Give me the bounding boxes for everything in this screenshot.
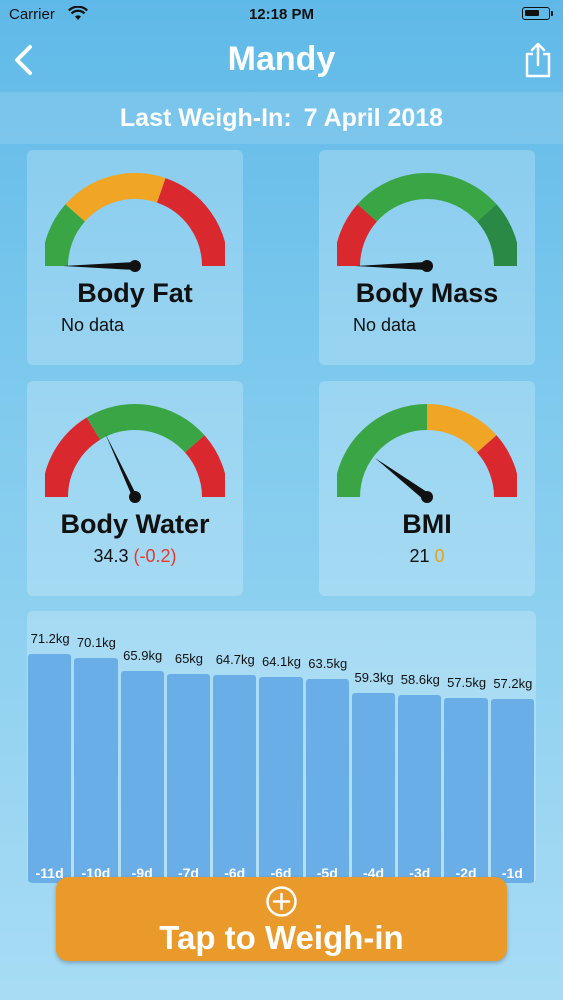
body-water-value: 34.3 bbox=[93, 546, 129, 566]
chart-value-label: 57.2kg bbox=[493, 676, 533, 692]
chart-bar bbox=[28, 654, 72, 883]
body-water-change: (-0.2) bbox=[133, 546, 177, 566]
nav-bar: Mandy bbox=[0, 30, 563, 92]
body-water-value-row: 34.3 (-0.2) bbox=[27, 546, 243, 567]
weigh-in-button[interactable]: Tap to Weigh-in bbox=[56, 877, 507, 961]
chart-bar bbox=[74, 657, 118, 883]
chart-bar bbox=[259, 677, 303, 883]
chart-category-label: -1d bbox=[501, 865, 523, 881]
body-water-gauge bbox=[45, 403, 225, 503]
chart-value-label: 65.9kg bbox=[123, 648, 163, 664]
bmi-label: BMI bbox=[402, 509, 452, 539]
weigh-in-button-label: Tap to Weigh-in bbox=[159, 919, 404, 956]
carrier-label: Carrier bbox=[9, 6, 55, 23]
body-water-needle bbox=[105, 433, 139, 500]
bmi-value: 21 bbox=[409, 546, 430, 566]
chart-value-label: 64.1kg bbox=[261, 654, 302, 670]
page-title: Mandy bbox=[227, 40, 336, 78]
bmi-change: 0 bbox=[434, 546, 445, 566]
body-fat-value: No data bbox=[61, 315, 125, 335]
bmi-needle bbox=[375, 458, 430, 500]
last-weigh-in-label: Last Weigh-In: bbox=[119, 104, 292, 132]
body-fat-needle bbox=[63, 262, 135, 270]
body-mass-gauge bbox=[337, 173, 517, 272]
body-mass-needle bbox=[355, 262, 427, 270]
chart-value-label: 59.3kg bbox=[354, 669, 394, 685]
last-weigh-in-date: 7 April 2018 bbox=[303, 104, 444, 132]
body-water-label: Body Water bbox=[60, 509, 210, 539]
chart-category-label: -11d bbox=[35, 865, 64, 881]
bmi-gauge bbox=[337, 404, 517, 503]
chart-bar bbox=[398, 694, 442, 883]
chart-value-label: 58.6kg bbox=[400, 671, 440, 687]
back-chevron-icon[interactable] bbox=[8, 42, 42, 78]
chart-bar bbox=[490, 699, 534, 883]
clock: 12:18 PM bbox=[248, 6, 315, 23]
chart-bar bbox=[351, 692, 396, 883]
chart-value-label: 64.7kg bbox=[215, 652, 255, 668]
body-mass-label: Body Mass bbox=[355, 278, 499, 308]
weight-history-chart: 71.2kg -11d 70.1kg -10d 65.9kg -9d 65kg -7d 64.7… bbox=[27, 611, 536, 883]
chart-bar bbox=[305, 679, 349, 883]
chart-value-label: 71.2kg bbox=[30, 631, 70, 647]
battery-icon bbox=[522, 7, 553, 20]
chart-value-label: 57.5kg bbox=[447, 675, 487, 691]
body-fat-card[interactable]: Body Fat No data bbox=[27, 150, 243, 365]
status-bar: Carrier 12:18 PM bbox=[0, 0, 563, 30]
chart-bar bbox=[213, 675, 257, 883]
body-fat-gauge bbox=[45, 173, 225, 272]
body-water-card[interactable]: Body Water 34.3 (-0.2) bbox=[27, 381, 243, 596]
chart-bar bbox=[166, 674, 211, 883]
last-weigh-in-banner: Last Weigh-In: 7 April 2018 bbox=[0, 92, 563, 144]
bmi-value-row: 21 0 bbox=[319, 546, 535, 567]
chart-bar bbox=[120, 671, 164, 883]
body-fat-label: Body Fat bbox=[77, 278, 193, 308]
chart-value-label: 63.5kg bbox=[308, 656, 348, 672]
plus-circle-icon bbox=[266, 886, 297, 917]
chart-value-label: 65kg bbox=[174, 651, 204, 667]
wifi-icon bbox=[68, 6, 88, 20]
chart-value-label: 70.1kg bbox=[76, 634, 116, 650]
chart-bar bbox=[444, 698, 488, 883]
share-icon[interactable] bbox=[521, 40, 555, 80]
body-mass-value: No data bbox=[353, 315, 417, 335]
bmi-card[interactable]: BMI 21 0 bbox=[319, 381, 535, 596]
body-mass-card[interactable]: Body Mass No data bbox=[319, 150, 535, 365]
